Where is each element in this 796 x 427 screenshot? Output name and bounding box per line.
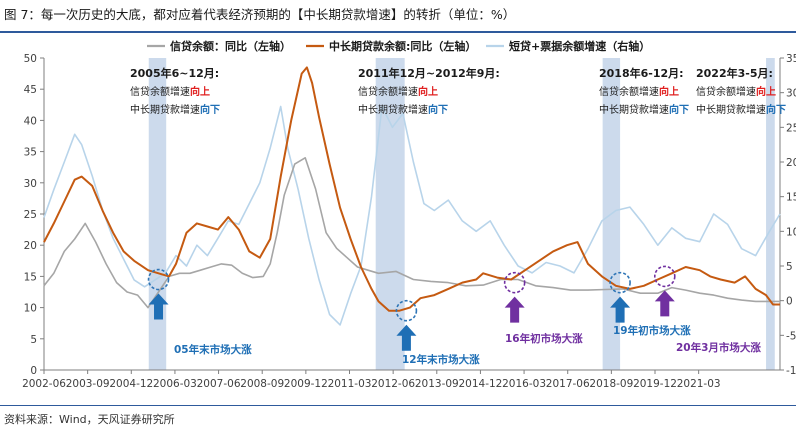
annotation-line2: 中长期贷款增速向下: [130, 103, 220, 116]
y-left-tick-label: 35: [24, 147, 37, 159]
up-arrow-icon: [396, 324, 417, 351]
y-left-tick-label: 50: [24, 53, 37, 65]
annotation-line2: 中长期贷款增速向下: [358, 103, 448, 116]
annotation-2005: 2005年6~12月: 信贷余额增速向上 中长期贷款增速向下: [130, 66, 220, 116]
annotations: 2005年6~12月: 信贷余额增速向上 中长期贷款增速向下 2011年12月~…: [130, 66, 786, 116]
x-tick-label: 2006-03: [153, 378, 197, 390]
annotation-line2: 中长期贷款增速向下: [599, 103, 689, 116]
up-arrow-icon: [504, 296, 525, 323]
y-left-tick-label: 30: [24, 178, 37, 190]
market-label-2016: 16年初市场大涨: [505, 332, 583, 345]
x-tick-label: 2004-12: [109, 378, 153, 390]
x-tick-label: 2002-06: [22, 378, 66, 390]
y-right-tick-label: 30: [786, 88, 796, 100]
y-right-tick-label: 0: [786, 296, 793, 308]
y-right-tick-label: -5: [786, 330, 796, 342]
market-label-2019: 19年初市场大涨: [613, 324, 691, 337]
market-bottom-circle: [653, 265, 676, 288]
annotation-title: 2005年6~12月:: [130, 66, 219, 80]
y-right-tick-label: 10: [786, 226, 796, 238]
y-right-tick-label: 35: [786, 53, 796, 65]
market-bottom-circle: [395, 299, 418, 322]
source-note: 资料来源：Wind，天风证券研究所: [4, 413, 175, 426]
annotation-title: 2022年3-5月:: [696, 66, 773, 80]
market-bottom-circle: [147, 268, 170, 291]
legend: 信贷余额：同比（左轴） 中长期贷款余额:同比（左轴） 短贷+票据余额增速（右轴）: [147, 39, 650, 53]
annotation-2022: 2022年3-5月: 信贷余额增速向上 中长期贷款增速向下: [696, 66, 786, 116]
market-bottom-labels: 05年末市场大涨 12年末市场大涨 16年初市场大涨 19年初市场大涨 20年3…: [174, 324, 761, 366]
x-tick-label: 2017-06: [546, 378, 590, 390]
legend-label-midlong: 中长期贷款余额:同比（左轴）: [329, 39, 476, 53]
market-bottom-circle: [609, 271, 631, 294]
y-left-tick-label: 0: [30, 365, 37, 377]
y-right-tick-label: 25: [786, 122, 796, 134]
y-left-tick-label: 15: [24, 271, 37, 283]
x-tick-label: 2018-09: [589, 378, 633, 390]
legend-label-credit: 信贷余额：同比（左轴）: [170, 39, 291, 53]
annotation-line1: 信贷余额增速向上: [358, 85, 438, 98]
x-tick-label: 2016-03: [502, 378, 546, 390]
up-arrow-icon: [148, 293, 169, 320]
y-left-tick-label: 45: [24, 84, 37, 96]
annotation-line2: 中长期贷款增速向下: [696, 103, 786, 116]
x-tick-label: 2019-12: [633, 378, 677, 390]
up-arrow-icon: [654, 290, 675, 317]
annotation-marks: [147, 265, 676, 351]
source-rule: [0, 405, 796, 406]
annotation-line1: 信贷余额增速向上: [599, 85, 679, 98]
axes: 05101520253035404550-10-5051015202530352…: [22, 53, 796, 390]
legend-label-shortbill: 短贷+票据余额增速（右轴）: [509, 39, 650, 53]
x-tick-label: 2007-06: [197, 378, 241, 390]
x-tick-label: 2012-06: [371, 378, 415, 390]
annotation-title: 2018年6-12月:: [599, 66, 684, 80]
annotation-title: 2011年12月~2012年9月:: [358, 66, 500, 80]
x-tick-label: 2003-09: [66, 378, 110, 390]
y-left-tick-label: 25: [24, 209, 37, 221]
market-label-2012: 12年末市场大涨: [402, 353, 480, 366]
annotation-2011: 2011年12月~2012年9月: 信贷余额增速向上 中长期贷款增速向下: [358, 66, 500, 116]
up-arrow-icon: [610, 296, 631, 323]
x-tick-label: 2014-12: [458, 378, 502, 390]
y-right-tick-label: 20: [786, 157, 796, 169]
annotation-2018: 2018年6-12月: 信贷余额增速向上 中长期贷款增速向下: [599, 66, 689, 116]
y-left-tick-label: 20: [24, 240, 37, 252]
market-label-2020: 20年3月市场大涨: [676, 341, 761, 354]
x-tick-label: 2008-09: [240, 378, 284, 390]
figure-title: 图 7：每一次历史的大底，都对应着代表经济预期的【中长期贷款增速】的转折（单位：…: [4, 7, 516, 22]
y-right-tick-label: 5: [786, 261, 793, 273]
annotation-line1: 信贷余额增速向上: [130, 85, 210, 98]
series-line-credit: [43, 157, 780, 309]
x-tick-label: 2011-03: [328, 378, 372, 390]
highlight-band: [148, 58, 167, 370]
x-tick-label: 2009-12: [284, 378, 328, 390]
market-label-2005: 05年末市场大涨: [174, 343, 252, 356]
title-rule: [0, 31, 796, 33]
y-left-tick-label: 40: [24, 115, 37, 127]
y-right-tick-label: -10: [786, 365, 796, 377]
highlight-band: [766, 58, 775, 370]
y-right-tick-label: 15: [786, 192, 796, 204]
chart: 05101520253035404550-10-5051015202530352…: [22, 39, 796, 390]
x-tick-label: 2013-09: [415, 378, 459, 390]
y-left-tick-label: 10: [24, 303, 37, 315]
annotation-line1: 信贷余额增速向上: [696, 85, 776, 98]
x-tick-label: 2021-03: [677, 378, 721, 390]
y-left-tick-label: 5: [30, 334, 37, 346]
market-bottom-circle: [503, 271, 526, 294]
